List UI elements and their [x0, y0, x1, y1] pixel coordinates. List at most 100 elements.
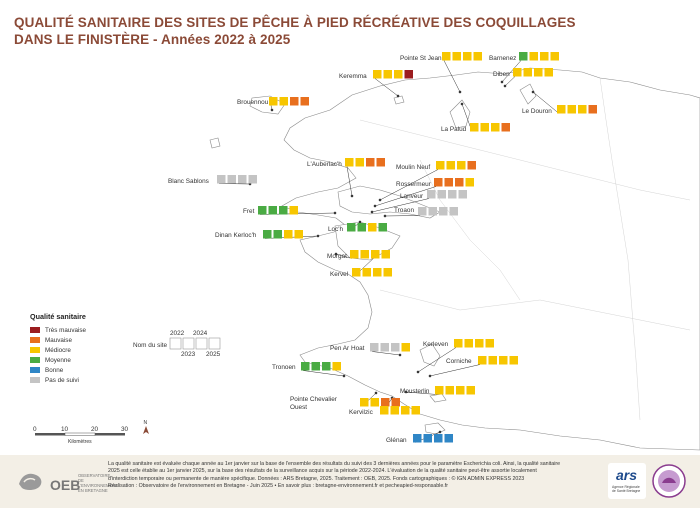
map-title: QUALITÉ SANITAIRE DES SITES DE PÊCHE À P…	[14, 14, 576, 48]
site-point-corniche	[428, 374, 432, 378]
quality-square-loc-h-2024	[368, 223, 377, 232]
leader-line-morgat	[335, 253, 353, 259]
quality-square-brouennou-2023	[279, 97, 288, 106]
site-label-pen-ar-hoat: Pen Ar Hoat	[330, 345, 365, 352]
quality-square-pointe-chevalier-ouest-2023	[370, 398, 379, 407]
site-point-loc-h	[358, 220, 362, 224]
quality-square-corniche-2025	[509, 356, 518, 365]
quality-square-kerleven-2022	[454, 339, 463, 348]
leader-line-pen-ar-hoat	[371, 351, 401, 356]
oeb-logo: OEB OBSERVATOIRE DE L'ENVIRONNEMENT EN B…	[14, 463, 118, 499]
site-point-pen-ar-hoat	[398, 353, 402, 357]
scale-seg-1	[35, 433, 65, 436]
legend-swatch	[30, 327, 40, 333]
legend-example-square-2022	[169, 337, 182, 350]
quality-square-loc-h-2025	[378, 223, 387, 232]
quality-square-kervel-2023	[362, 268, 371, 277]
site-label-la-palud: La Palud	[441, 126, 467, 133]
quality-square-keremma-2022	[373, 70, 382, 79]
legend-year-2024: 2024	[193, 330, 208, 337]
legend-example-square-2025	[208, 337, 221, 350]
quality-square-kerleven-2025	[485, 339, 494, 348]
legend-year-2025: 2025	[206, 351, 221, 358]
quality-square-brouennou-2022	[269, 97, 278, 106]
legend-year-2022: 2022	[170, 330, 185, 337]
quality-square-l-auberlac-h-2023	[355, 158, 364, 167]
quality-square-mousterlin-2024	[456, 386, 465, 395]
scale-tick-10: 10	[61, 426, 69, 433]
legend-item: Mauvaise	[30, 335, 86, 345]
leader-line-pointe-st-jean	[443, 60, 461, 93]
legend-example-square-2024	[195, 337, 208, 350]
site-point-pointe-st-jean	[458, 90, 462, 94]
legend-item: Bonne	[30, 365, 86, 375]
quality-square-fret-2024	[279, 206, 288, 215]
quality-square-kerleven-2024	[475, 339, 484, 348]
footer-line-4: Réalisation : Observatoire de l'environn…	[108, 483, 449, 490]
quality-square-loc-h-2023	[357, 223, 366, 232]
site-label-morgat: Morgat	[327, 253, 347, 260]
quality-square-kervilzic-2022	[380, 406, 389, 415]
quality-square-pointe-chevalier-ouest-2022	[360, 398, 369, 407]
leader-line-barnenez	[501, 60, 522, 83]
quality-square-rossermeur-2025	[465, 178, 474, 187]
scale-tick-20: 20	[91, 426, 99, 433]
leader-line-le-douron	[532, 91, 560, 114]
quality-square-kervel-2022	[352, 268, 361, 277]
legend-year-2023: 2023	[181, 351, 196, 358]
site-label-rossermeur: Rossermeur	[396, 181, 432, 188]
site-point-troaon	[383, 214, 387, 218]
scale-bar: 0 10 20 30 Kilomètres	[33, 426, 129, 445]
quality-square-kervel-2025	[383, 268, 392, 277]
quality-square-kervel-2024	[373, 268, 382, 277]
quality-square-dinan-kerloc-h-2022	[263, 230, 272, 239]
site-label-barnenez: Barnenez	[489, 55, 516, 62]
legend-label: Mauvaise	[45, 336, 72, 344]
quality-square-morgat-2025	[381, 250, 390, 259]
quality-square-pen-ar-hoat-2024	[391, 343, 400, 352]
site-point-l-auberlac-h	[350, 194, 354, 198]
oeb-emblem-icon	[19, 473, 42, 491]
quality-square-tronoen-2022	[301, 362, 310, 371]
quality-square-diben-2022	[513, 68, 522, 77]
quality-square-diben-2024	[534, 68, 543, 77]
site-label-fret: Fret	[243, 208, 255, 215]
site-point-keremma	[396, 94, 400, 98]
site-label-pointe-chevalier-ouest: Pointe Chevalier	[290, 396, 338, 403]
quality-square-diben-2023	[523, 68, 532, 77]
legend-swatch	[30, 377, 40, 383]
leader-line-corniche	[429, 364, 481, 377]
quality-square-l-auberlac-h-2022	[345, 158, 354, 167]
quality-square-diben-2025	[544, 68, 553, 77]
ars-logo-sub: Agence Régionale de Santé Bretagne	[612, 485, 641, 493]
quality-square-glenan-2022	[413, 434, 422, 443]
oeb-logo-text: OEB	[50, 477, 81, 493]
site-point-lanveur	[370, 210, 374, 214]
site-label-kerleven: Kerleven	[423, 341, 449, 348]
legend-label: Médiocre	[45, 346, 71, 354]
site-label-troaon: Troaon	[394, 207, 414, 214]
site-point-morgat	[334, 252, 338, 256]
site-point-le-douron	[531, 90, 535, 94]
site-label-l-auberlac-h: L'Auberlac'h	[307, 161, 342, 168]
site-label-diben: Diben	[493, 71, 510, 78]
site-label-loc-h: Loc'h	[328, 226, 344, 233]
quality-square-corniche-2022	[478, 356, 487, 365]
quality-square-lanveur-2025	[458, 190, 467, 199]
quality-square-rossermeur-2022	[434, 178, 443, 187]
oeb-logo-sub: OBSERVATOIRE DE L'ENVIRONNEMENT EN BRETA…	[78, 473, 118, 493]
quality-square-dinan-kerloc-h-2023	[273, 230, 282, 239]
quality-square-barnenez-2022	[519, 52, 528, 61]
quality-square-glenan-2023	[423, 434, 432, 443]
quality-square-barnenez-2023	[529, 52, 538, 61]
leader-line-troaon	[384, 215, 421, 217]
quality-square-mousterlin-2023	[445, 386, 454, 395]
leader-line-diben	[504, 76, 516, 87]
quality-square-fret-2022	[258, 206, 267, 215]
footer: OEB OBSERVATOIRE DE L'ENVIRONNEMENT EN B…	[0, 455, 700, 508]
site-label-tronoen: Tronoen	[272, 364, 296, 371]
quality-square-troaon-2024	[439, 207, 448, 216]
quality-square-moulin-neuf-2022	[436, 161, 445, 170]
quality-square-l-auberlac-h-2024	[366, 158, 375, 167]
north-arrow: N	[143, 420, 149, 434]
